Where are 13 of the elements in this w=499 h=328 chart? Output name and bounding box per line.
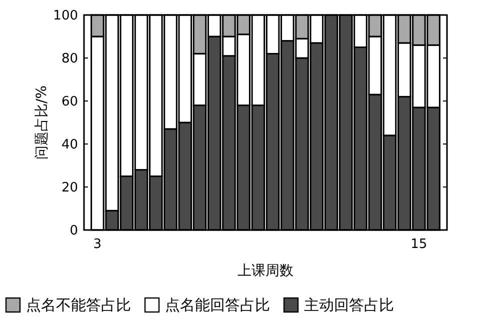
y-tick-label: 20 xyxy=(61,180,78,196)
y-tick-label: 100 xyxy=(53,8,78,24)
y-axis-title: 问题占比/% xyxy=(34,85,50,160)
x-tick-label: 3 xyxy=(93,237,102,252)
y-tick-label: 40 xyxy=(61,138,78,153)
legend-label: 主动回答占比 xyxy=(304,296,394,314)
y-tick-label: 80 xyxy=(61,52,78,67)
x-axis-title: 上课周数 xyxy=(238,263,294,279)
x-tick-label: 15 xyxy=(410,237,428,252)
y-tick-label: 60 xyxy=(61,94,78,110)
legend-label: 点名能回答占比 xyxy=(165,296,270,314)
y-tick-label: 0 xyxy=(70,224,78,239)
legend-label: 点名不能答占比 xyxy=(26,296,131,314)
